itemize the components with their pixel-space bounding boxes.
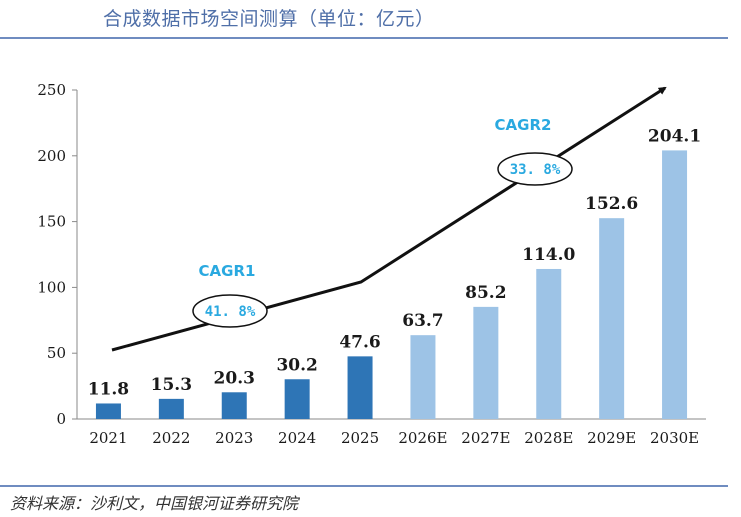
chart-bars: 11.8 2021 15.3 2022 20.3 2023 30.2 2024 47.6 2025… bbox=[88, 126, 701, 447]
bar-2024 bbox=[284, 379, 310, 419]
bar-2021 bbox=[95, 403, 121, 419]
cagr-label: CAGR2 bbox=[495, 116, 552, 134]
bar-2026E bbox=[410, 335, 436, 419]
value-label: 85.2 bbox=[465, 283, 506, 303]
bar-2030E bbox=[662, 150, 688, 419]
x-tick-label: 2027E bbox=[461, 429, 510, 447]
y-tick-label: 200 bbox=[37, 147, 66, 165]
cagr-label: CAGR1 bbox=[199, 262, 256, 280]
bar-chart: 0 50 100 150 200 250 11.8 2021 15.3 2022 20.3 2023… bbox=[37, 81, 706, 447]
bar-2029E bbox=[599, 218, 625, 419]
value-label: 11.8 bbox=[88, 379, 129, 399]
footer-divider bbox=[0, 485, 728, 487]
cagr-ellipse bbox=[497, 152, 573, 186]
value-label: 152.6 bbox=[585, 194, 638, 214]
bar-2022 bbox=[158, 398, 184, 419]
value-label: 15.3 bbox=[151, 375, 192, 395]
y-tick-label: 0 bbox=[56, 410, 66, 428]
cagr-value: 41. 8% bbox=[205, 304, 256, 320]
x-tick-label: 2025 bbox=[341, 429, 379, 447]
x-tick-label: 2029E bbox=[587, 429, 636, 447]
x-tick-label: 2028E bbox=[524, 429, 573, 447]
value-label: 204.1 bbox=[648, 126, 701, 146]
chart-annotations: CAGR1 41. 8% CAGR2 33. 8% bbox=[111, 86, 667, 352]
y-tick-label: 50 bbox=[47, 344, 66, 362]
y-tick-label: 250 bbox=[37, 81, 66, 99]
x-tick-label: 2022 bbox=[152, 429, 190, 447]
bar-2025 bbox=[347, 356, 373, 419]
page-title: 合成数据市场空间测算（单位：亿元） bbox=[103, 8, 435, 30]
x-tick-label: 2024 bbox=[278, 429, 316, 447]
x-tick-label: 2023 bbox=[215, 429, 253, 447]
y-tick-label: 150 bbox=[37, 213, 66, 231]
y-tick-label: 100 bbox=[37, 278, 66, 296]
x-tick-label: 2021 bbox=[89, 429, 127, 447]
value-label: 63.7 bbox=[402, 311, 443, 331]
x-tick-label: 2030E bbox=[650, 429, 699, 447]
cagr-value: 33. 8% bbox=[510, 162, 561, 178]
growth-arrow bbox=[111, 86, 667, 352]
x-tick-label: 2026E bbox=[398, 429, 447, 447]
bar-2023 bbox=[221, 392, 247, 419]
value-label: 114.0 bbox=[522, 245, 575, 265]
bar-2027E bbox=[473, 306, 499, 419]
value-label: 20.3 bbox=[214, 368, 255, 388]
value-label: 47.6 bbox=[339, 332, 380, 352]
source-note: 资料来源：沙利文，中国银河证券研究院 bbox=[10, 494, 299, 513]
cagr-ellipse bbox=[192, 294, 268, 328]
header-divider bbox=[0, 37, 728, 39]
value-label: 30.2 bbox=[276, 355, 317, 375]
bar-2028E bbox=[536, 268, 562, 419]
